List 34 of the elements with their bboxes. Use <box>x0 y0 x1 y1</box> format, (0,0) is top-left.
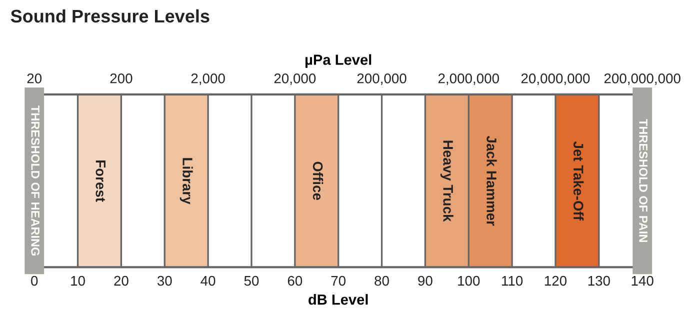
x-tick-label: 120 <box>544 276 567 286</box>
x-tick-label: 0 <box>31 276 38 286</box>
ref-line-label: THRESHOLD OF PAIN <box>639 119 648 242</box>
x-axis-title: dB Level <box>308 294 368 305</box>
x2-tick-label: 20 <box>27 73 42 84</box>
x-tick-label: 40 <box>200 276 216 286</box>
x2-tick-label: 200 <box>110 73 132 84</box>
x-tick-label: 110 <box>502 276 523 286</box>
series-label: Jet Take-Off <box>573 141 584 220</box>
x2-tick-label: 200,000,000 <box>604 73 680 85</box>
x-tick-label: 130 <box>588 276 610 286</box>
x2-tick-label: 20,000,000 <box>521 73 590 85</box>
x2-axis-title: µPa Level <box>306 54 372 68</box>
x2-tick-label: 2,000 <box>191 73 225 85</box>
x2-tick-label: 20,000 <box>274 73 316 85</box>
x-tick-label: 70 <box>331 276 346 286</box>
series-label: Forest <box>96 160 106 202</box>
series-label: Jack Hammer <box>486 136 497 226</box>
x-tick-label: 50 <box>244 276 259 286</box>
x2-tick-label: 200,000 <box>357 73 406 85</box>
ref-line-label: THRESHOLD OF HEARING <box>31 106 40 256</box>
x-tick-label: 80 <box>374 276 389 286</box>
x-tick-label: 100 <box>458 276 480 286</box>
chart-title: Sound Pressure Levels <box>10 9 210 23</box>
x-tick-label: 10 <box>71 276 85 286</box>
x-tick-label: 30 <box>157 276 172 286</box>
series-label: Office <box>312 162 324 200</box>
x-tick-label: 90 <box>418 276 432 286</box>
x-tick-label: 60 <box>288 276 302 286</box>
series-label: Heavy Truck <box>440 140 454 222</box>
series-label: Library <box>180 158 193 204</box>
x-tick-label: 20 <box>114 276 128 286</box>
x-tick-label: 140 <box>632 276 654 286</box>
x2-tick-label: 2,000,000 <box>438 73 499 85</box>
